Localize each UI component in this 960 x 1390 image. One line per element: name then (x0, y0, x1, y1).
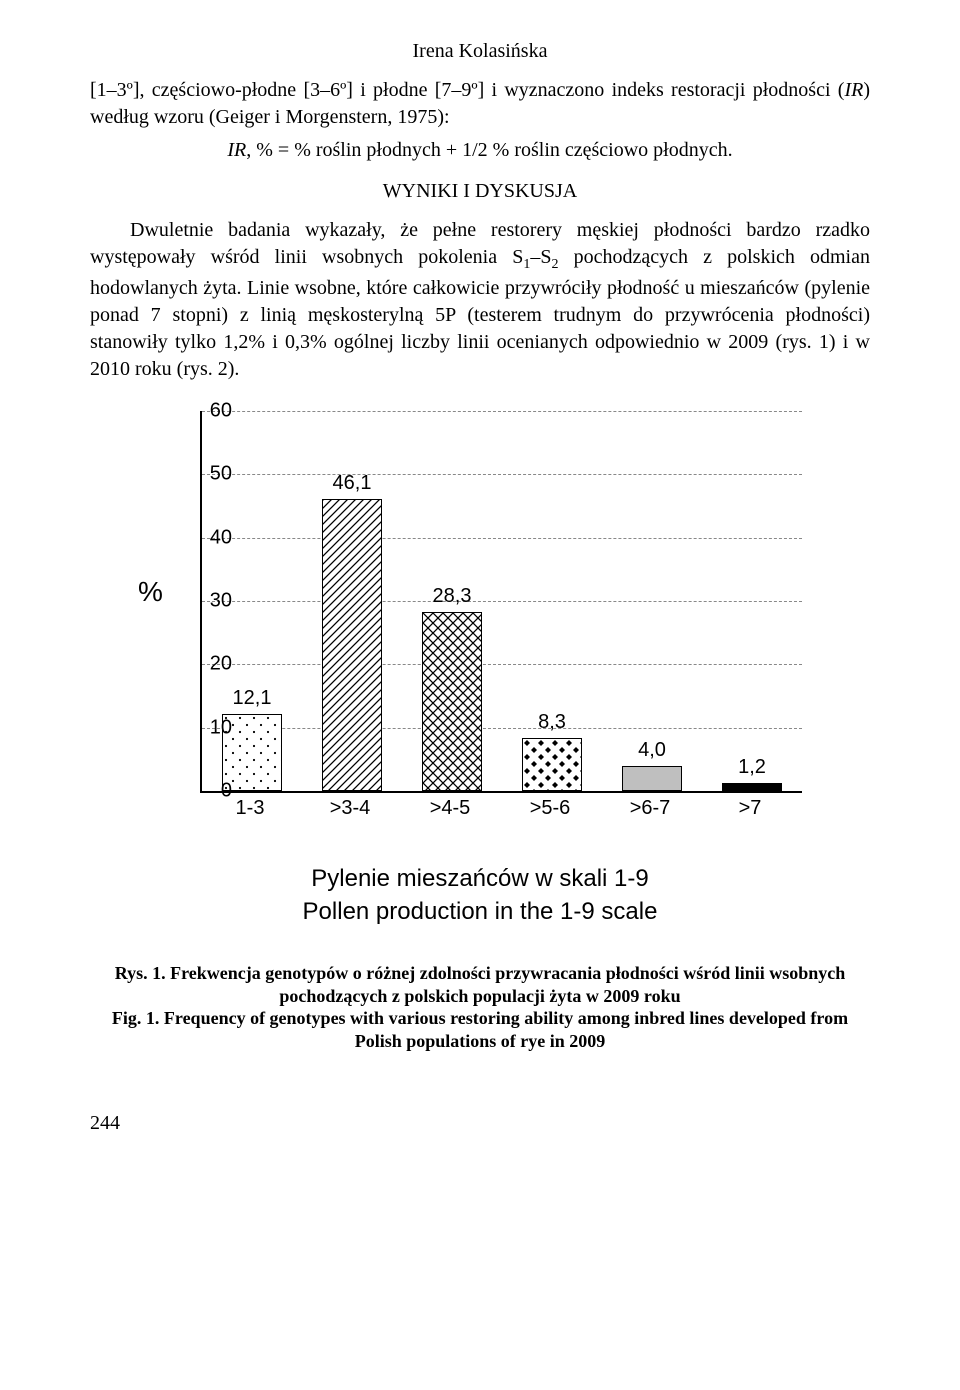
para1-text-a: [1–3º], częściowo-płodne [3–6º] i płodne… (90, 79, 844, 101)
y-tick-label: 50 (172, 463, 232, 486)
page: Irena Kolasińska [1–3º], częściowo-płodn… (0, 0, 960, 1175)
y-tick-label: 30 (172, 589, 232, 612)
running-head: Irena Kolasińska (90, 40, 870, 63)
formula: IR, % = % roślin płodnych + 1/2 % roślin… (90, 139, 870, 162)
caption-fig-prefix: Fig. 1. (112, 1008, 164, 1028)
y-axis-percent-label: % (138, 576, 163, 608)
bar-value-label: 8,3 (492, 711, 612, 734)
para2-mid: –S (530, 246, 551, 268)
formula-ir: IR (227, 139, 246, 161)
gridline (202, 411, 802, 412)
section-title: WYNIKI I DYSKUSJA (90, 180, 870, 203)
caption-rys: Frekwencja genotypów o różnej zdolności … (170, 963, 845, 1006)
bar (622, 766, 682, 791)
bar-fill (722, 783, 782, 791)
x-tick-label: >7 (700, 797, 800, 820)
y-tick-label: 10 (172, 716, 232, 739)
bar-fill (622, 766, 682, 791)
bar-value-label: 28,3 (392, 585, 512, 608)
bar (422, 612, 482, 791)
bar-value-label: 12,1 (192, 687, 312, 710)
caption-fig: Frequency of genotypes with various rest… (164, 1008, 848, 1051)
x-tick-label: >4-5 (400, 797, 500, 820)
paragraph-1: [1–3º], częściowo-płodne [3–6º] i płodne… (90, 77, 870, 131)
caption-rys-prefix: Rys. 1. (115, 963, 170, 983)
figure-caption: Rys. 1. Frekwencja genotypów o różnej zd… (90, 962, 870, 1052)
y-tick-label: 40 (172, 526, 232, 549)
bar (722, 783, 782, 791)
y-tick-label: 20 (172, 653, 232, 676)
gridline (202, 664, 802, 665)
x-axis-title-pl: Pylenie mieszańców w skali 1-9 (90, 865, 870, 894)
x-tick-label: >6-7 (600, 797, 700, 820)
bar-fill (422, 612, 482, 791)
formula-rest: , % = % roślin płodnych + 1/2 % roślin c… (246, 139, 732, 161)
x-tick-label: 1-3 (200, 797, 300, 820)
para1-ir: IR (844, 79, 863, 101)
paragraph-2: Dwuletnie badania wykazały, że pełne res… (90, 217, 870, 383)
chart: 12,146,128,38,34,01,2 % 01020304050601-3… (120, 401, 840, 861)
y-tick-label: 60 (172, 399, 232, 422)
x-tick-label: >3-4 (300, 797, 400, 820)
bar-fill (322, 499, 382, 791)
x-axis-title-en: Pollen production in the 1-9 scale (90, 898, 870, 927)
bar-fill (522, 738, 582, 791)
page-number: 244 (90, 1112, 870, 1135)
x-tick-label: >5-6 (500, 797, 600, 820)
gridline (202, 538, 802, 539)
bar (322, 499, 382, 791)
bar (522, 738, 582, 791)
plot-area: 12,146,128,38,34,01,2 (200, 411, 802, 793)
bar-value-label: 1,2 (692, 756, 812, 779)
bar-value-label: 46,1 (292, 472, 412, 495)
